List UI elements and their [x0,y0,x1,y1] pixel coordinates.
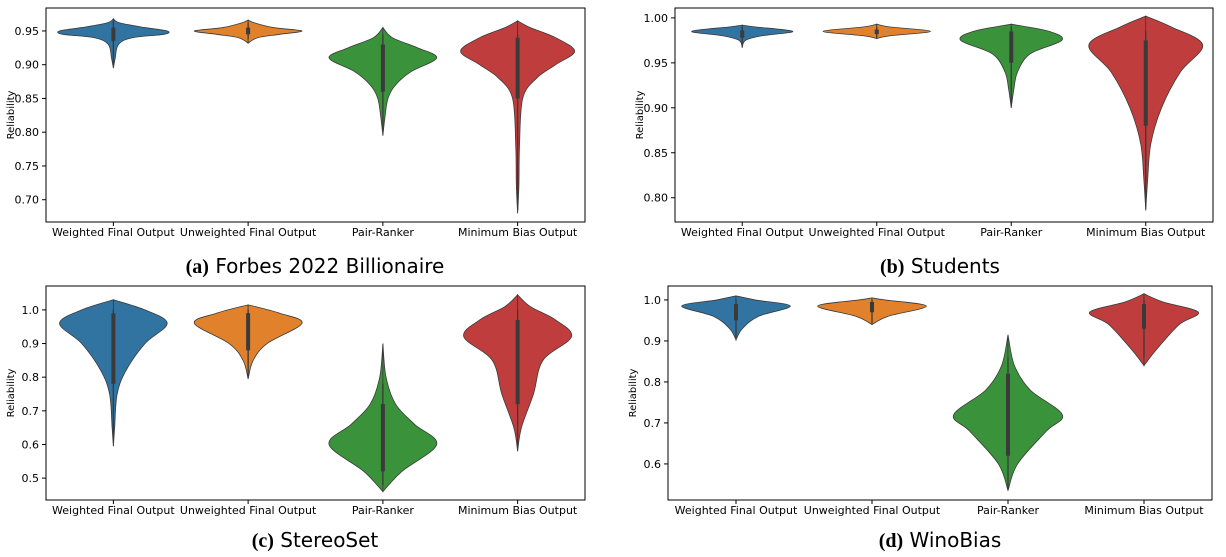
violin-half [1010,23,1063,108]
violin-half [1143,293,1199,367]
violin-half [247,19,303,44]
y-tick-label: 0.9 [644,335,662,348]
caption: (b) Students [880,254,1000,278]
x-tick-label: Unweighted Final Output [809,226,946,239]
violin-half [871,297,927,326]
violin-half [382,343,438,493]
violin-half [691,24,743,48]
violin-half [59,299,114,447]
violin-half [517,20,576,214]
caption: (d) WinoBias [879,528,1002,552]
caption-text: Students [911,254,1000,278]
plot-frame [45,285,586,501]
y-axis-label: Reliability [628,368,639,417]
y-tick-label: 0.80 [644,192,669,205]
y-tick-label: 0.85 [644,147,669,160]
plot-frame [667,285,1213,501]
violin-half [460,20,519,214]
violin-half [952,334,1009,491]
violin-half [1089,293,1145,367]
caption-text: StereoSet [280,528,378,552]
violin-half [1088,15,1147,211]
caption: (a) Forbes 2022 Billionaire [186,254,445,278]
x-tick-label: Minimum Bias Output [1084,504,1204,517]
violin-half [193,19,249,44]
y-tick-label: 1.0 [22,304,40,317]
caption-label: (d) [879,530,903,552]
y-tick-label: 0.9 [22,338,40,351]
y-tick-label: 0.75 [15,160,40,173]
y-tick-label: 1.00 [644,12,669,25]
y-tick-label: 0.90 [15,59,40,72]
y-tick-label: 0.90 [644,102,669,115]
x-tick-label: Unweighted Final Output [804,504,941,517]
y-tick-label: 0.7 [644,417,662,430]
y-axis-label: Reliability [635,90,646,139]
violin-half [328,343,384,493]
y-tick-label: 0.80 [15,126,40,139]
x-tick-label: Pair-Ranker [352,226,415,239]
violin-half [247,304,303,379]
violin-half [112,299,168,447]
x-tick-label: Minimum Bias Output [458,226,578,239]
violin-half [681,295,737,342]
x-tick-label: Weighted Final Output [675,504,798,517]
violin-half [1145,15,1204,211]
y-tick-label: 0.6 [22,438,40,451]
y-tick-label: 0.8 [22,371,40,384]
violin-half [328,26,384,136]
violin-half [817,297,873,326]
violin-half [876,23,931,40]
x-tick-label: Pair-Ranker [977,504,1040,517]
y-tick-label: 0.95 [644,57,669,70]
caption-label: (a) [186,256,209,278]
violin-half [57,18,114,69]
plot-frame [45,7,586,223]
caption-label: (b) [880,256,904,278]
caption-text: WinoBias [910,528,1002,552]
x-tick-label: Weighted Final Output [52,226,175,239]
y-axis-label: Reliability [6,90,17,139]
caption-text: Forbes 2022 Billionaire [215,254,444,278]
x-tick-label: Minimum Bias Output [1086,226,1206,239]
x-tick-label: Unweighted Final Output [180,226,317,239]
y-tick-label: 0.70 [15,194,40,207]
violin-half [959,23,1012,108]
violin-half [735,295,791,342]
violin-half [517,293,573,452]
y-axis-label: Reliability [6,368,17,417]
y-tick-label: 0.5 [22,472,40,485]
y-tick-label: 0.95 [15,25,40,38]
y-tick-label: 0.7 [22,405,40,418]
violin-half [463,293,519,452]
plot-frame [674,7,1214,223]
violin-half [382,26,438,136]
y-tick-label: 0.8 [644,376,662,389]
violin-half [822,23,878,40]
caption-label: (c) [252,530,274,552]
x-tick-label: Pair-Ranker [352,504,415,517]
caption: (c) StereoSet [252,528,379,552]
violin-half [193,304,249,379]
x-tick-label: Weighted Final Output [52,504,175,517]
y-tick-label: 0.85 [15,92,40,105]
y-tick-label: 0.6 [644,458,662,471]
violin-half [112,18,170,69]
violin-half [741,24,794,48]
violin-half [1007,334,1064,491]
y-tick-label: 1.0 [644,294,662,307]
x-tick-label: Unweighted Final Output [180,504,317,517]
x-tick-label: Pair-Ranker [980,226,1043,239]
x-tick-label: Weighted Final Output [681,226,804,239]
x-tick-label: Minimum Bias Output [458,504,578,517]
